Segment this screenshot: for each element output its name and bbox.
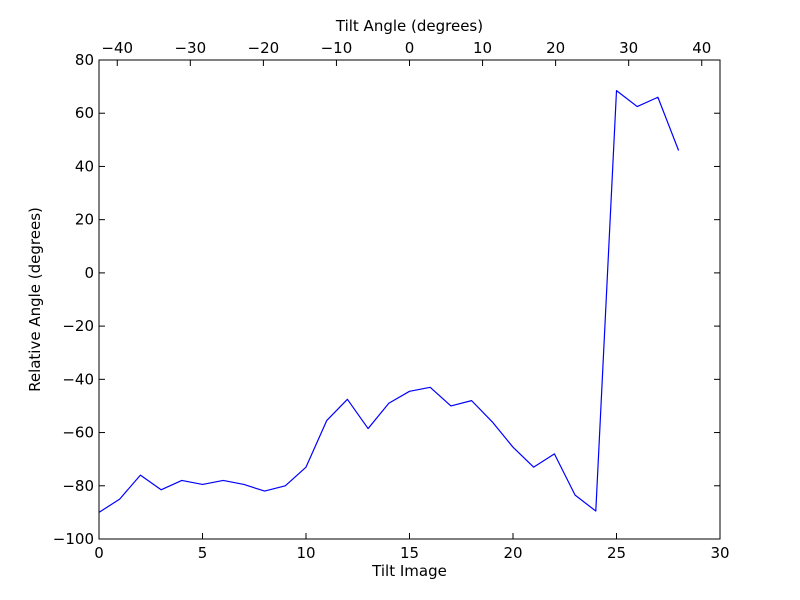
tick-labels-layer: 0 5 10 15 20 25 30−40 −30 −20 −10 0 10 20 30 40−100−80… [53,39,730,562]
y-tick-label: −80 [62,477,94,495]
top-tick-label: 10 [473,39,492,57]
x-tick-label: 15 [400,544,419,562]
series-line [98,89,680,513]
x-tick-label: 30 [710,544,729,562]
plot-frame [98,59,721,540]
top-tick-label: 0 [405,39,415,57]
y-axis-label: Relative Angle (degrees) [26,207,44,392]
y-tick-label: −20 [62,317,94,335]
y-tick-label: 0 [84,264,94,282]
top-axis-label: Tilt Angle (degrees) [335,17,483,35]
x-tick-label: 25 [607,544,626,562]
top-tick-label: −40 [101,39,133,57]
y-tick-label: −100 [53,530,94,548]
top-tick-label: 30 [619,39,638,57]
y-tick-label: 60 [75,104,94,122]
series-layer [98,89,680,513]
top-tick-label: 40 [692,39,711,57]
y-tick-label: 20 [75,211,94,229]
x-axis-label: Tilt Image [371,562,447,580]
x-tick-label: 5 [198,544,208,562]
top-tick-label: −20 [248,39,280,57]
top-tick-label: −10 [321,39,353,57]
y-tick-label: 80 [75,51,94,69]
y-tick-label: 40 [75,157,94,175]
top-tick-label: 20 [546,39,565,57]
y-tick-label: −60 [62,424,94,442]
x-tick-label: 20 [503,544,522,562]
y-tick-label: −40 [62,370,94,388]
x-tick-label: 0 [94,544,104,562]
top-tick-label: −30 [174,39,206,57]
x-tick-label: 10 [296,544,315,562]
